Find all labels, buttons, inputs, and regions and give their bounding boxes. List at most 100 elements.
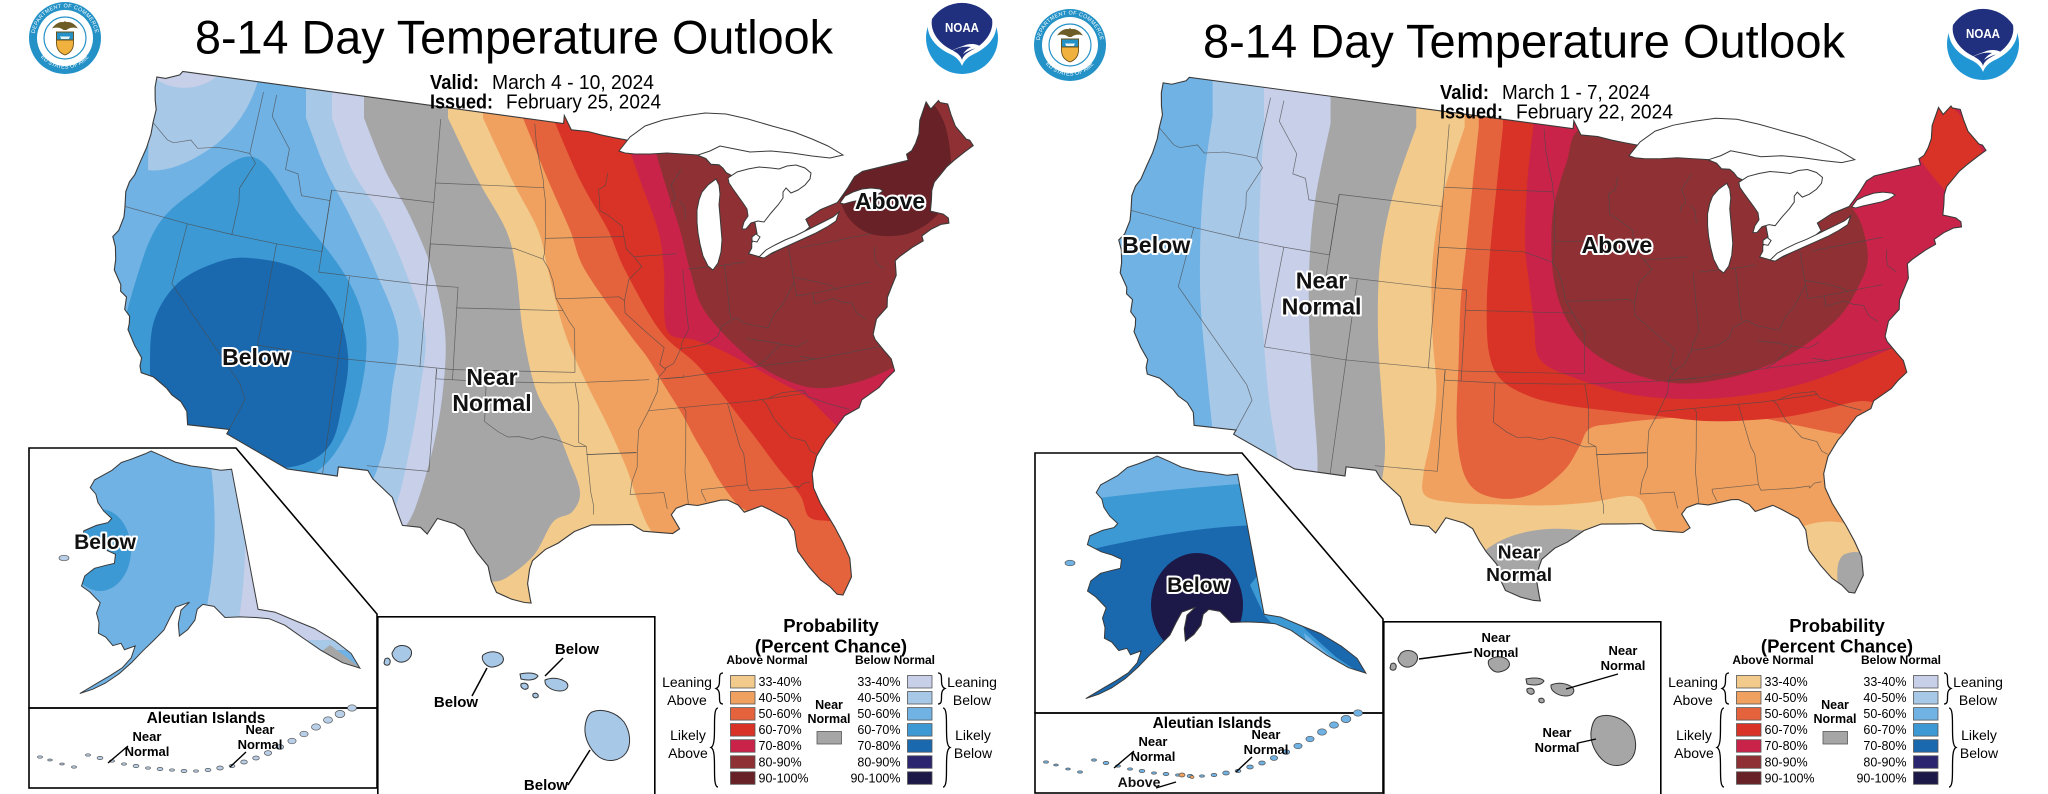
svg-text:(Percent Chance): (Percent Chance) [755,636,907,657]
svg-text:Issued:: Issued: [1440,102,1503,124]
svg-text:Near: Near [1252,727,1281,742]
svg-text:80-90%: 80-90% [1863,755,1906,769]
svg-text:Normal: Normal [1474,645,1519,660]
svg-text:33-40%: 33-40% [1765,675,1808,689]
svg-text:50-60%: 50-60% [759,707,802,721]
svg-text:90-100%: 90-100% [1765,771,1815,785]
svg-text:70-80%: 70-80% [1765,739,1808,753]
svg-text:Likely: Likely [1676,727,1712,743]
svg-text:60-70%: 60-70% [759,723,802,737]
svg-text:Below: Below [74,531,137,554]
svg-text:Near: Near [1139,734,1168,749]
svg-text:Normal: Normal [1281,294,1361,320]
svg-text:Leaning: Leaning [662,674,712,690]
svg-text:Above: Above [668,745,708,761]
svg-text:Valid:: Valid: [430,73,479,94]
svg-text:Near: Near [1821,698,1849,712]
svg-text:Below Normal: Below Normal [855,653,935,667]
svg-text:Leaning: Leaning [947,674,997,690]
svg-text:Below Normal: Below Normal [1861,653,1941,667]
svg-text:NOAA: NOAA [945,21,979,35]
svg-text:Normal: Normal [807,712,850,726]
svg-text:Above: Above [667,692,707,708]
svg-text:90-100%: 90-100% [850,771,900,785]
svg-text:60-70%: 60-70% [1863,723,1906,737]
svg-text:February 25, 2024: February 25, 2024 [506,92,661,114]
svg-text:Normal: Normal [125,744,170,759]
svg-text:Near: Near [246,722,275,737]
svg-text:(Percent Chance): (Percent Chance) [1761,636,1913,657]
svg-text:60-70%: 60-70% [857,723,900,737]
svg-text:80-90%: 80-90% [857,755,900,769]
svg-text:80-90%: 80-90% [759,755,802,769]
svg-text:Below: Below [524,777,569,794]
svg-text:Near: Near [1543,725,1572,740]
svg-text:33-40%: 33-40% [759,675,802,689]
svg-text:Below: Below [555,641,600,658]
svg-text:March 4 - 10, 2024: March 4 - 10, 2024 [492,73,654,94]
svg-text:Near: Near [133,729,162,744]
svg-text:Normal: Normal [1131,749,1176,764]
svg-text:Below: Below [953,692,992,708]
svg-text:40-50%: 40-50% [1765,691,1808,705]
svg-text:Below: Below [434,694,479,711]
svg-text:33-40%: 33-40% [857,675,900,689]
svg-text:Leaning: Leaning [1953,674,2003,690]
svg-text:50-60%: 50-60% [857,707,900,721]
svg-text:Likely: Likely [1961,727,1997,743]
svg-text:80-90%: 80-90% [1765,755,1808,769]
svg-text:March 1 - 7, 2024: March 1 - 7, 2024 [1502,83,1650,104]
svg-text:Normal: Normal [1813,712,1856,726]
svg-text:Probability: Probability [1789,615,1885,636]
svg-text:Below: Below [1122,233,1190,259]
svg-text:Normal: Normal [452,390,531,416]
svg-text:70-80%: 70-80% [857,739,900,753]
svg-text:Below: Below [954,745,993,761]
svg-text:Above: Above [1674,745,1714,761]
svg-text:Above: Above [855,188,925,214]
svg-text:Aleutian Islands: Aleutian Islands [147,710,266,727]
svg-text:Valid:: Valid: [1440,83,1489,104]
svg-text:Normal: Normal [1601,658,1646,673]
svg-text:February 22, 2024: February 22, 2024 [1516,102,1673,124]
svg-text:Below: Below [222,344,290,370]
svg-text:Near: Near [1295,268,1347,294]
svg-text:90-100%: 90-100% [1856,771,1906,785]
svg-text:Above: Above [1581,233,1652,259]
svg-text:Near: Near [1497,543,1540,564]
svg-text:50-60%: 50-60% [1765,707,1808,721]
svg-text:40-50%: 40-50% [1863,691,1906,705]
svg-text:70-80%: 70-80% [759,739,802,753]
svg-text:Leaning: Leaning [1668,674,1718,690]
svg-text:Near: Near [1609,643,1638,658]
svg-text:Normal: Normal [238,737,283,752]
svg-text:Above Normal: Above Normal [726,653,807,667]
svg-text:40-50%: 40-50% [857,691,900,705]
svg-text:Above Normal: Above Normal [1732,653,1813,667]
svg-text:Issued:: Issued: [430,92,493,114]
svg-text:60-70%: 60-70% [1765,723,1808,737]
svg-text:Below: Below [1167,574,1230,597]
svg-text:Normal: Normal [1535,740,1580,755]
svg-text:NOAA: NOAA [1966,27,2000,41]
svg-text:Aleutian Islands: Aleutian Islands [1153,715,1272,732]
svg-text:Near: Near [1482,630,1511,645]
svg-text:Normal: Normal [1244,742,1289,757]
svg-text:90-100%: 90-100% [759,771,809,785]
svg-text:Near: Near [466,364,517,390]
svg-text:50-60%: 50-60% [1863,707,1906,721]
svg-text:40-50%: 40-50% [759,691,802,705]
svg-text:Below: Below [1959,692,1998,708]
svg-text:33-40%: 33-40% [1863,675,1906,689]
svg-text:Likely: Likely [670,727,706,743]
svg-text:70-80%: 70-80% [1863,739,1906,753]
svg-text:Above: Above [1673,692,1713,708]
svg-text:8-14 Day Temperature Outlook: 8-14 Day Temperature Outlook [1203,16,1845,69]
svg-text:Below: Below [1960,745,1999,761]
svg-text:Normal: Normal [1486,566,1552,587]
svg-text:8-14 Day Temperature Outlook: 8-14 Day Temperature Outlook [195,12,833,65]
svg-text:Near: Near [815,698,843,712]
svg-text:Likely: Likely [955,727,991,743]
svg-text:Above: Above [1118,774,1161,790]
svg-text:Probability: Probability [783,615,879,636]
